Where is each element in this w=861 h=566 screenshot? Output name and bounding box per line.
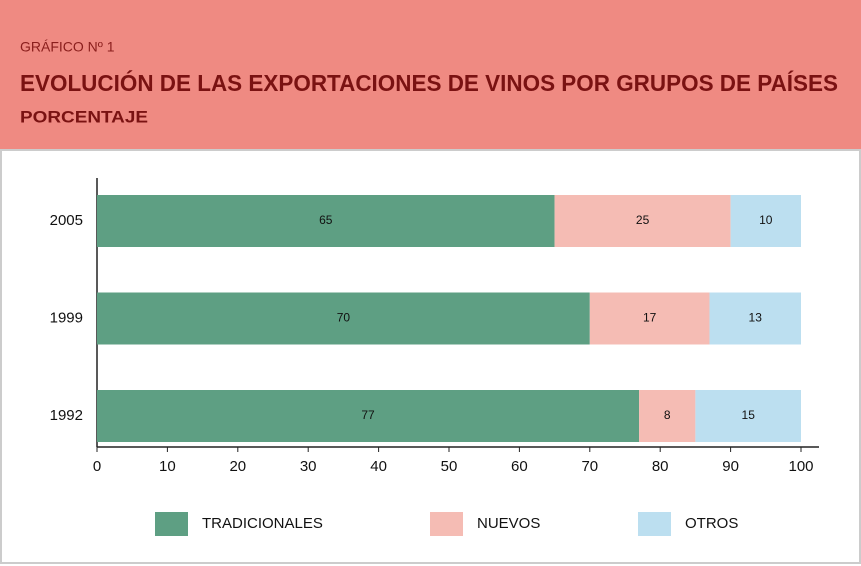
chart-subtitle: PORCENTAJE bbox=[20, 107, 148, 126]
bar-segment bbox=[709, 292, 801, 345]
bar-segment bbox=[589, 292, 710, 345]
x-tick-label: 20 bbox=[229, 458, 246, 475]
data-label: 10 bbox=[759, 213, 773, 227]
data-label: 70 bbox=[337, 311, 351, 325]
data-label: 15 bbox=[742, 408, 756, 422]
data-label: 13 bbox=[749, 311, 763, 325]
bar-segment bbox=[730, 195, 801, 247]
header bbox=[0, 0, 861, 150]
y-tick-label: 1992 bbox=[50, 407, 83, 424]
chart-title: EVOLUCIÓN DE LAS EXPORTACIONES DE VINOS … bbox=[20, 69, 838, 96]
x-tick-label: 70 bbox=[581, 458, 598, 475]
data-label: 17 bbox=[643, 311, 657, 325]
data-label: 25 bbox=[636, 213, 650, 227]
data-label: 8 bbox=[664, 408, 671, 422]
y-tick-label: 2005 bbox=[50, 212, 83, 229]
legend-label: NUEVOS bbox=[477, 515, 540, 532]
x-tick-label: 50 bbox=[441, 458, 458, 475]
legend-swatch bbox=[430, 512, 463, 536]
bar-segment bbox=[554, 195, 731, 247]
data-label: 65 bbox=[319, 213, 333, 227]
data-label: 77 bbox=[361, 408, 375, 422]
frame bbox=[0, 149, 861, 564]
y-tick-label: 1999 bbox=[50, 309, 83, 326]
legend-label: OTROS bbox=[685, 515, 738, 532]
legend-swatch bbox=[638, 512, 671, 536]
x-tick-label: 10 bbox=[159, 458, 176, 475]
x-tick-label: 90 bbox=[722, 458, 739, 475]
x-tick-label: 60 bbox=[511, 458, 528, 475]
x-tick-label: 80 bbox=[652, 458, 669, 475]
x-tick-label: 40 bbox=[370, 458, 387, 475]
bar-segment bbox=[639, 390, 696, 442]
bar-segment bbox=[97, 292, 590, 345]
x-tick-label: 0 bbox=[93, 458, 101, 475]
x-tick-label: 30 bbox=[300, 458, 317, 475]
bar-segment bbox=[97, 195, 555, 247]
bar-segment bbox=[97, 390, 640, 442]
chart-label: GRÁFICO Nº 1 bbox=[20, 39, 115, 55]
x-tick-label: 100 bbox=[788, 458, 813, 475]
legend-label: TRADICIONALES bbox=[202, 515, 323, 532]
bar-segment bbox=[695, 390, 801, 442]
legend-swatch bbox=[155, 512, 188, 536]
